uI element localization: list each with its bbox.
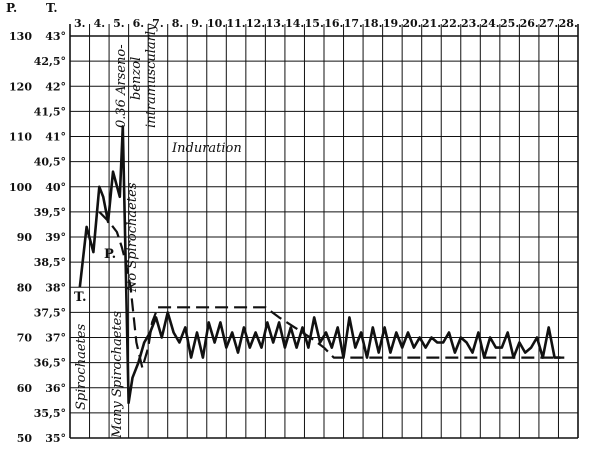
- day-label: 21.: [422, 17, 441, 30]
- day-label: 5.: [113, 17, 124, 30]
- annotation-arseno: 0.36 Arseno-: [114, 44, 129, 128]
- temp-tick-label: 42,5°: [34, 55, 66, 68]
- annotation-many-spirochaetes: Many Spirochaetes: [110, 311, 125, 439]
- day-label: 4.: [94, 17, 105, 30]
- pulse-tick-label: 90: [17, 231, 33, 244]
- temp-tick-label: 40,5°: [34, 156, 66, 169]
- day-label: 25.: [500, 17, 519, 30]
- series-line-temperature: [78, 125, 561, 405]
- temp-tick-label: 35,5°: [34, 407, 66, 420]
- series-label-p: P.: [104, 247, 116, 262]
- temp-tick-label: 43°: [45, 30, 66, 43]
- day-labels: 3. 4. 5. 6. 7. 8. 9. 10. 11. 12. 13. 14. 15. 16. 17. 18…: [74, 17, 578, 30]
- temp-tick-label: 41°: [45, 131, 66, 144]
- day-label: 22.: [441, 17, 460, 30]
- day-label: 9.: [191, 17, 202, 30]
- day-label: 8.: [172, 17, 183, 30]
- annotations: Spirochaetes Many Spirochaetes No Spiroc…: [74, 23, 242, 439]
- day-label: 14.: [285, 17, 304, 30]
- temp-tick-label: 35°: [45, 432, 66, 445]
- temp-tick-label: 39,5°: [34, 206, 66, 219]
- day-label: 16.: [324, 17, 343, 30]
- axis-labels: 35° 35,5° 36° 36,5° 37° 37,5° 38° 38,5° 39° 39,5°…: [9, 30, 66, 445]
- day-label: 17.: [344, 17, 363, 30]
- annotation-intramuscularly: intramuscularly: [144, 23, 159, 128]
- day-label: 13.: [266, 17, 285, 30]
- day-label: 26.: [520, 17, 539, 30]
- day-label: 11.: [227, 17, 246, 30]
- day-label: 10.: [207, 17, 226, 30]
- annotation-induration: Induration: [171, 141, 242, 156]
- temp-tick-label: 38°: [45, 281, 66, 294]
- day-label: 18.: [363, 17, 382, 30]
- day-label: 23.: [461, 17, 480, 30]
- pulse-header: P.: [6, 1, 17, 15]
- pulse-tick-label: 80: [17, 281, 33, 294]
- temp-tick-label: 39°: [45, 231, 66, 244]
- temp-tick-label: 40°: [45, 181, 66, 194]
- temp-tick-label: 42°: [45, 80, 66, 93]
- series-line-pulse: [98, 211, 565, 369]
- pulse-tick-label: 100: [9, 181, 32, 194]
- day-label: 27.: [539, 17, 558, 30]
- temp-tick-label: 36°: [45, 382, 66, 395]
- day-label: 7.: [152, 17, 163, 30]
- series-label-t: T.: [74, 290, 87, 305]
- day-label: 20.: [402, 17, 421, 30]
- temp-tick-label: 36,5°: [34, 357, 66, 370]
- day-label: 28.: [559, 17, 578, 30]
- chart-grid: [69, 24, 579, 439]
- pulse-tick-label: 110: [9, 131, 32, 144]
- day-label: 15.: [305, 17, 324, 30]
- temp-tick-label: 41,5°: [34, 105, 66, 118]
- pulse-tick-label: 60: [17, 382, 33, 395]
- annotation-spirochaetes: Spirochaetes: [74, 324, 89, 410]
- temp-tick-label: 38,5°: [34, 256, 66, 269]
- pulse-tick-label: 130: [9, 30, 32, 43]
- day-label: 24.: [481, 17, 500, 30]
- annotation-benzol: benzol: [129, 57, 144, 100]
- series-lines: [78, 125, 565, 405]
- temp-tick-label: 37,5°: [34, 306, 66, 319]
- pulse-tick-label: 70: [17, 332, 33, 345]
- day-label: 6.: [133, 17, 144, 30]
- pulse-tick-label: 50: [17, 432, 33, 445]
- temp-header: T.: [46, 1, 58, 15]
- annotation-no-spirochaetes: No Spirochaetes: [125, 182, 140, 293]
- pulse-tick-label: 120: [9, 80, 32, 93]
- day-label: 3.: [74, 17, 85, 30]
- temp-tick-label: 37°: [45, 332, 66, 345]
- day-label: 12.: [246, 17, 265, 30]
- day-label: 19.: [383, 17, 402, 30]
